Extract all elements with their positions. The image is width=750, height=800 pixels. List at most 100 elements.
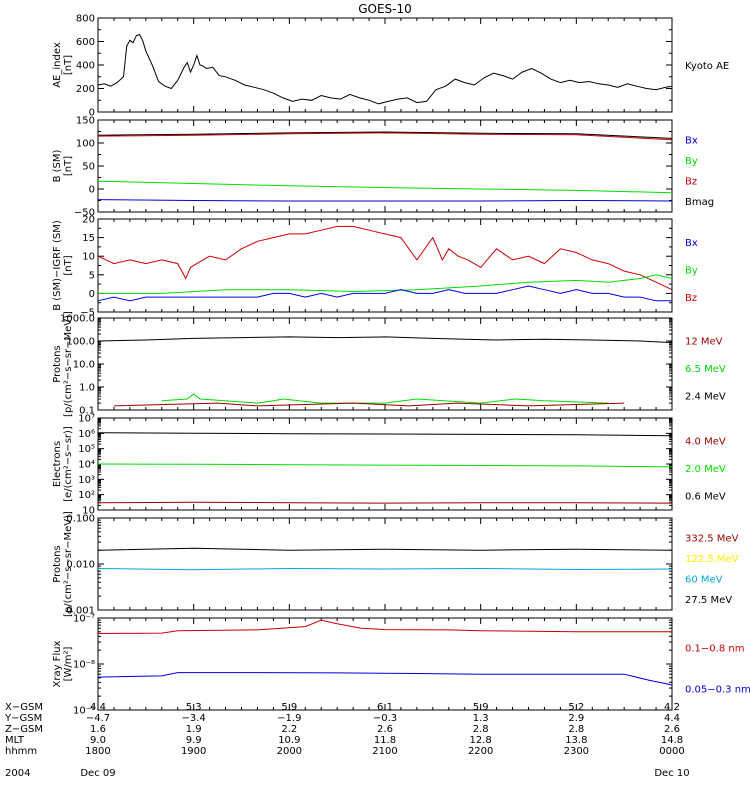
legend-entry: Bx — [685, 238, 698, 249]
y-tick-label: 50 — [82, 162, 95, 173]
legend-entry: 4.0 MeV — [685, 437, 726, 448]
series-line-60-mev — [97, 567, 673, 571]
series-line-12-mev — [113, 402, 625, 407]
x-row-value: 1.9 — [186, 724, 202, 735]
x-row-value: 2000 — [277, 746, 302, 757]
y-tick-label: 0.1 — [79, 406, 95, 417]
x-row-value: 2.9 — [568, 713, 584, 724]
x-row-value: −4.7 — [86, 713, 110, 724]
legend-entry: 0.1−0.8 nm — [685, 644, 744, 655]
x-row-value: 1.3 — [473, 713, 489, 724]
x-row-value: 2100 — [372, 746, 397, 757]
y-tick-label: 400 — [76, 61, 95, 72]
y-tick-label: 10 — [82, 252, 95, 263]
date-start: Dec 09 — [80, 768, 115, 779]
panel-protons_high: 0.001 0.010 0.100 Protons [p/(cm²−s−sr−MeV)]… — [52, 511, 739, 617]
y-tick-label: −5 — [80, 308, 95, 319]
y-tick-label: 0.001 — [66, 606, 95, 617]
y-axis-label: [W/m²] — [63, 646, 74, 681]
y-axis-label: [nT] — [63, 156, 74, 176]
x-row-value: 9.0 — [90, 735, 106, 746]
series-line-0-05-0-3-nm — [97, 672, 673, 686]
y-axis-label: Electrons — [52, 441, 63, 487]
x-row-value: 0000 — [659, 746, 684, 757]
x-row-value: 4.4 — [664, 713, 680, 724]
x-row-value: 10.9 — [278, 735, 300, 746]
x-axis-footer: X−GSM 4.4 5.3 5.9 6.1 5.9 5.2 4.2 Y−GSM −4.7 −3.4 −… — [4, 702, 690, 779]
x-row-value: 2.8 — [568, 724, 584, 735]
x-row-value: 5.9 — [473, 702, 489, 713]
panel-protons_low: 0.1 1.0 10.0 100.0 1000.0 Protons [p/(cm²−s−sr… — [52, 311, 726, 417]
x-row-value: 1800 — [85, 746, 110, 757]
x-row-value: −1.9 — [277, 713, 301, 724]
y-axis-label: [nT] — [63, 55, 74, 75]
panel-xray: 10⁻⁹ 10⁻⁸ 10⁻⁷ Xray Flux [W/m²] 0.1−0.8 nm 0.0… — [52, 614, 750, 717]
y-axis-label: [e/(cm²−s−sr)] — [63, 426, 74, 502]
legend-entry: 122.5 MeV — [685, 554, 739, 565]
series-line-0-6-mev — [97, 432, 673, 437]
legend-entry: 6.5 MeV — [685, 364, 726, 375]
x-row-value: 5.9 — [281, 702, 297, 713]
series-line-2-0-mev — [97, 463, 673, 468]
series-line-6-5-mev — [161, 393, 609, 404]
x-row-value: 14.8 — [661, 735, 683, 746]
y-axis-label: Protons — [52, 545, 63, 582]
y-tick-label: 0.100 — [66, 514, 95, 525]
y-tick-label: 0.010 — [66, 560, 95, 571]
y-tick-label: 0 — [89, 289, 95, 300]
legend-entry: 60 MeV — [685, 574, 723, 585]
x-row-value: 1900 — [181, 746, 206, 757]
y-tick-label: 100 — [76, 139, 95, 150]
legend-entry: 0.05−0.3 nm — [685, 685, 750, 696]
x-row-value: 4.4 — [90, 702, 106, 713]
x-row-value: 12.8 — [470, 735, 492, 746]
legend-entry: 0.6 MeV — [685, 491, 726, 502]
x-row-value: 1.6 — [90, 724, 106, 735]
x-row-value: 11.8 — [374, 735, 396, 746]
series-line-bx — [97, 199, 673, 202]
x-row-value: 6.1 — [377, 702, 393, 713]
series-line-by — [98, 274, 673, 294]
y-tick-label: 10⁻⁹ — [73, 706, 95, 717]
y-axis-label: [nT] — [63, 255, 74, 275]
x-row-value: 2.8 — [473, 724, 489, 735]
legend-entry: Bz — [685, 293, 697, 304]
y-tick-label: 10⁴ — [78, 460, 95, 471]
x-row-value: 4.2 — [664, 702, 680, 713]
y-tick-label: 1000.0 — [60, 314, 95, 325]
legend-entry: 27.5 MeV — [685, 595, 732, 606]
y-tick-label: 200 — [76, 84, 95, 95]
series-line-bx — [97, 285, 672, 302]
y-tick-label: 10.0 — [73, 360, 95, 371]
y-axis-label: Protons — [52, 345, 63, 382]
y-tick-label: 10⁷ — [78, 414, 95, 425]
y-tick-label: 20 — [82, 215, 95, 226]
panel-bigrf: −5 0 5 10 15 20 B (SM)−IGRF (SM) [nT] Bx By Bz — [52, 215, 698, 319]
legend-entry: 2.0 MeV — [685, 464, 726, 475]
y-tick-label: 5 — [89, 270, 95, 281]
x-row-value: 2.6 — [664, 724, 680, 735]
x-row-value: 2.2 — [281, 724, 297, 735]
x-row-label: Y−GSM — [4, 713, 42, 724]
y-tick-label: 0 — [89, 108, 95, 119]
panel-bsm: −50 0 50 100 150 B (SM) [nT] Bx By Bz Bmag — [52, 116, 714, 219]
legend-entry: By — [685, 266, 698, 277]
y-tick-label: 10² — [78, 490, 95, 501]
legend-entry: Bmag — [685, 197, 714, 208]
x-row-value: 2300 — [564, 746, 589, 757]
legend-entry: 12 MeV — [685, 337, 723, 348]
legend-entry: 332.5 MeV — [685, 533, 739, 544]
y-tick-label: 100.0 — [66, 337, 95, 348]
date-end: Dec 10 — [654, 768, 689, 779]
series-line-bz — [97, 225, 673, 291]
x-row-label: MLT — [5, 735, 25, 746]
chart-title: GOES-10 — [358, 2, 412, 16]
y-axis-label: B (SM) — [52, 149, 63, 182]
panel-electrons: 10 10² 10³ 10⁴ 10⁵ 10⁶ 10⁷ Electrons [e/(cm²−s−s… — [52, 414, 726, 517]
legend-entry: Bz — [685, 176, 697, 187]
x-row-label: Z−GSM — [5, 724, 43, 735]
y-tick-label: 1.0 — [79, 383, 95, 394]
legend-entry: 2.4 MeV — [685, 391, 726, 402]
